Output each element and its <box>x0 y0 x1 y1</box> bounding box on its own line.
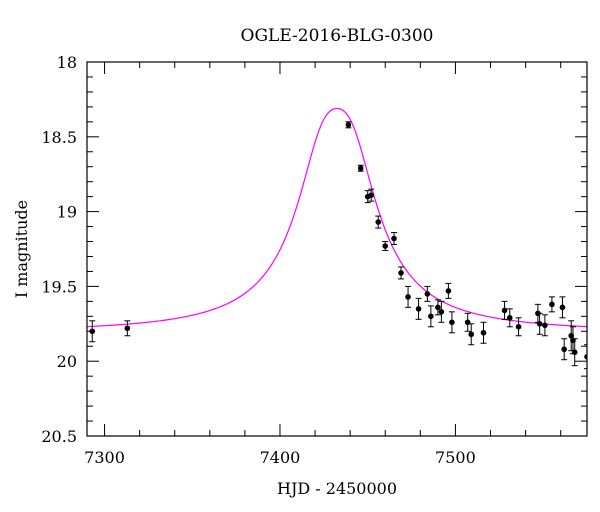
axis-ticks <box>87 61 587 437</box>
data-point <box>548 296 555 313</box>
point-marker <box>449 319 455 326</box>
point-marker <box>424 291 431 297</box>
point-marker <box>549 301 555 308</box>
data-point <box>382 241 389 251</box>
y-tick-label: 20.5 <box>41 427 77 446</box>
point-marker <box>357 165 364 172</box>
data-point <box>480 321 487 344</box>
x-axis-label: HJD - 2450000 <box>277 479 397 498</box>
x-tick-label: 7400 <box>260 448 301 467</box>
point-marker <box>438 309 445 315</box>
point-marker <box>542 322 548 329</box>
point-marker <box>382 243 389 249</box>
point-marker <box>584 353 587 360</box>
point-marker <box>435 304 441 311</box>
data-point <box>415 297 422 320</box>
point-marker <box>559 304 566 311</box>
data-points <box>89 121 587 370</box>
point-marker <box>507 315 513 321</box>
data-point <box>536 312 543 335</box>
data-point <box>584 344 587 370</box>
chart-title: OGLE-2016-BLG-0300 <box>241 26 434 46</box>
data-point <box>424 285 431 302</box>
data-point <box>434 299 441 316</box>
data-point <box>427 305 434 328</box>
x-tick-label: 7500 <box>435 448 476 467</box>
point-marker <box>571 349 578 356</box>
y-tick-label: 18 <box>57 53 77 72</box>
data-point <box>405 285 412 308</box>
data-point <box>541 314 548 337</box>
data-point <box>345 121 352 129</box>
point-marker <box>391 235 397 242</box>
data-point <box>506 308 513 328</box>
data-point <box>438 300 445 323</box>
y-tick-label: 19.5 <box>41 277 77 296</box>
point-marker <box>124 325 131 332</box>
data-point <box>398 266 405 280</box>
data-point <box>559 296 566 319</box>
data-point <box>445 282 452 299</box>
data-point <box>391 232 398 246</box>
point-marker <box>415 306 422 312</box>
data-point <box>468 323 475 346</box>
y-axis-label: I magnitude <box>12 200 31 298</box>
point-marker <box>561 346 567 353</box>
data-point <box>124 320 131 337</box>
model-curve <box>87 107 587 328</box>
data-point <box>448 311 455 334</box>
point-marker <box>445 288 452 294</box>
point-marker <box>501 307 508 314</box>
point-marker <box>428 313 434 320</box>
point-marker <box>536 321 543 327</box>
data-point <box>357 164 364 172</box>
y-tick-label: 19 <box>57 203 77 222</box>
data-point <box>89 320 96 343</box>
point-marker <box>468 331 475 338</box>
point-marker <box>398 270 404 276</box>
point-marker <box>405 294 411 300</box>
data-point <box>368 188 375 202</box>
y-tick-label: 18.5 <box>41 128 77 147</box>
data-point <box>464 312 471 332</box>
point-marker <box>515 323 522 330</box>
data-point <box>571 338 578 367</box>
data-point <box>561 338 568 361</box>
model-line <box>87 107 587 328</box>
point-marker <box>375 219 382 225</box>
plot-frame <box>86 61 588 437</box>
data-point <box>375 215 382 229</box>
point-marker <box>368 192 375 198</box>
y-tick-label: 20 <box>57 352 77 371</box>
axis-tick-labels: 7300 7400 7500 18 18.5 19 19.5 20 20.5 <box>41 53 475 467</box>
data-point <box>515 317 522 337</box>
point-marker <box>480 329 487 336</box>
data-point <box>501 300 508 320</box>
x-tick-label: 7300 <box>84 448 125 467</box>
point-marker <box>89 328 96 335</box>
point-marker <box>345 122 352 128</box>
